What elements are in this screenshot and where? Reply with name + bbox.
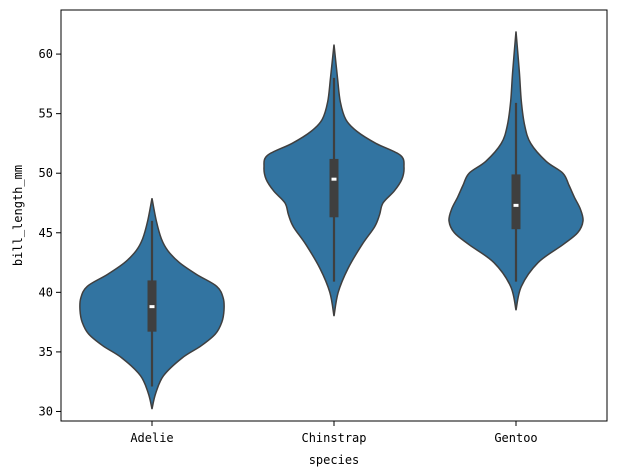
y-tick-label: 45 xyxy=(39,226,53,240)
violin-median xyxy=(513,203,519,207)
y-axis-label: bill_length_mm xyxy=(11,165,25,266)
x-axis-label: species xyxy=(309,453,360,467)
violin-chinstrap xyxy=(263,44,405,317)
violins-layer xyxy=(79,31,584,410)
violin-iqr-box xyxy=(511,174,521,230)
y-tick-label: 40 xyxy=(39,285,53,299)
violin-iqr-box xyxy=(329,158,339,218)
violin-median xyxy=(149,305,155,309)
violin-adelie xyxy=(79,198,225,410)
plot-area-frame xyxy=(60,9,608,422)
y-tick-label: 35 xyxy=(39,345,53,359)
y-tick-label: 50 xyxy=(39,166,53,180)
y-axis-ticks: 30 35 40 45 50 55 60 xyxy=(39,47,61,418)
y-tick-label: 30 xyxy=(39,404,53,418)
y-tick-label: 55 xyxy=(39,107,53,121)
x-axis-ticks: Adelie Chinstrap Gentoo xyxy=(130,421,538,445)
x-tick-label: Adelie xyxy=(130,431,173,445)
violin-gentoo xyxy=(448,31,584,311)
x-tick-label: Gentoo xyxy=(494,431,537,445)
violin-median xyxy=(331,177,337,181)
y-tick-label: 60 xyxy=(39,47,53,61)
x-tick-label: Chinstrap xyxy=(301,431,366,445)
